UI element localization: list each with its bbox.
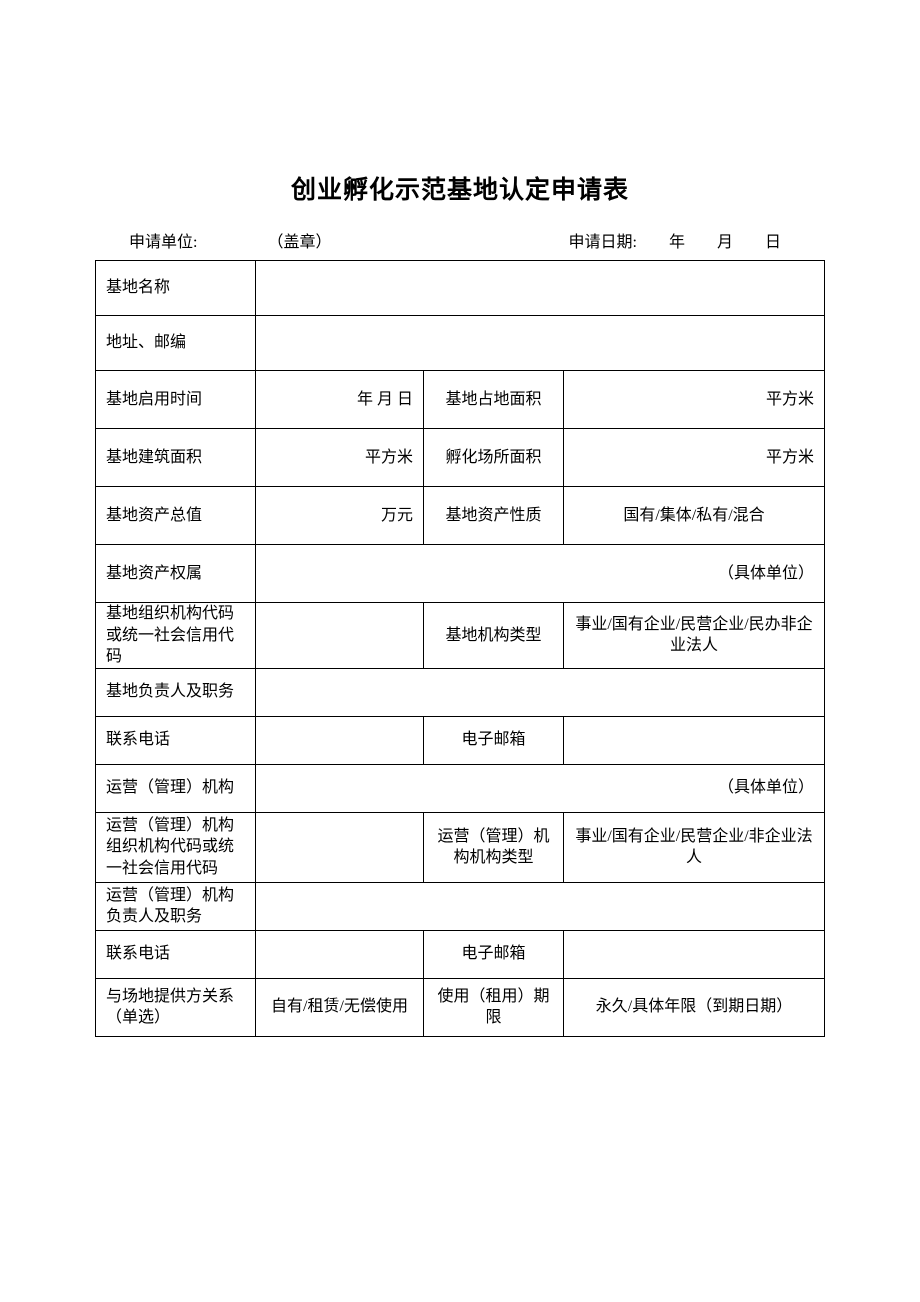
label-phone2: 联系电话 (96, 930, 256, 978)
label-base-name: 基地名称 (96, 261, 256, 316)
applicant-block: 申请单位: (99, 228, 197, 252)
value-email1[interactable] (564, 716, 825, 764)
label-email2: 电子邮箱 (424, 930, 564, 978)
month-label: 月 (717, 234, 733, 251)
date-label: 申请日期: (569, 234, 637, 251)
value-asset-nature[interactable]: 国有/集体/私有/混合 (564, 487, 825, 545)
value-venue-relation[interactable]: 自有/租赁/无偿使用 (256, 978, 424, 1036)
value-address[interactable] (256, 316, 825, 371)
label-phone1: 联系电话 (96, 716, 256, 764)
label-org-code: 基地组织机构代码或统一社会信用代码 (96, 603, 256, 669)
value-operator[interactable]: （具体单位） (256, 764, 825, 812)
value-incubation-area[interactable]: 平方米 (564, 429, 825, 487)
value-base-leader[interactable] (256, 668, 825, 716)
day-label: 日 (765, 234, 781, 251)
label-land-area: 基地占地面积 (424, 371, 564, 429)
value-op-org-type[interactable]: 事业/国有企业/民营企业/非企业法人 (564, 812, 825, 882)
label-start-date: 基地启用时间 (96, 371, 256, 429)
value-phone2[interactable] (256, 930, 424, 978)
value-building-area[interactable]: 平方米 (256, 429, 424, 487)
label-op-leader: 运营（管理）机构负责人及职务 (96, 882, 256, 930)
label-asset-nature: 基地资产性质 (424, 487, 564, 545)
label-incubation-area: 孵化场所面积 (424, 429, 564, 487)
value-org-type[interactable]: 事业/国有企业/民营企业/民办非企业法人 (564, 603, 825, 669)
form-header-row: 申请单位: （盖章） 申请日期: 年 月 日 (95, 228, 825, 252)
label-venue-relation: 与场地提供方关系（单选） (96, 978, 256, 1036)
value-phone1[interactable] (256, 716, 424, 764)
label-base-leader: 基地负责人及职务 (96, 668, 256, 716)
label-email1: 电子邮箱 (424, 716, 564, 764)
page-container: 创业孵化示范基地认定申请表 申请单位: （盖章） 申请日期: 年 月 日 基地名… (0, 0, 920, 1037)
value-org-code[interactable] (256, 603, 424, 669)
value-base-name[interactable] (256, 261, 825, 316)
label-asset-total: 基地资产总值 (96, 487, 256, 545)
value-asset-ownership[interactable]: （具体单位） (256, 545, 825, 603)
seal-placeholder: （盖章） (267, 228, 331, 252)
year-label: 年 (669, 234, 685, 251)
date-block: 申请日期: 年 月 日 (569, 228, 822, 252)
label-use-term: 使用（租用）期限 (424, 978, 564, 1036)
label-op-org-type: 运营（管理）机构机构类型 (424, 812, 564, 882)
label-op-org-code: 运营（管理）机构组织机构代码或统一社会信用代码 (96, 812, 256, 882)
label-building-area: 基地建筑面积 (96, 429, 256, 487)
value-start-date[interactable]: 年 月 日 (256, 371, 424, 429)
value-email2[interactable] (564, 930, 825, 978)
page-title: 创业孵化示范基地认定申请表 (95, 170, 825, 206)
value-land-area[interactable]: 平方米 (564, 371, 825, 429)
value-op-leader[interactable] (256, 882, 825, 930)
value-op-org-code[interactable] (256, 812, 424, 882)
label-address: 地址、邮编 (96, 316, 256, 371)
value-asset-total[interactable]: 万元 (256, 487, 424, 545)
application-form-table: 基地名称 地址、邮编 基地启用时间 年 月 日 基地占地面积 平方米 基地建筑面… (95, 260, 825, 1037)
label-operator: 运营（管理）机构 (96, 764, 256, 812)
label-asset-ownership: 基地资产权属 (96, 545, 256, 603)
applicant-label: 申请单位: (99, 228, 197, 252)
label-org-type: 基地机构类型 (424, 603, 564, 669)
value-use-term[interactable]: 永久/具体年限（到期日期） (564, 978, 825, 1036)
